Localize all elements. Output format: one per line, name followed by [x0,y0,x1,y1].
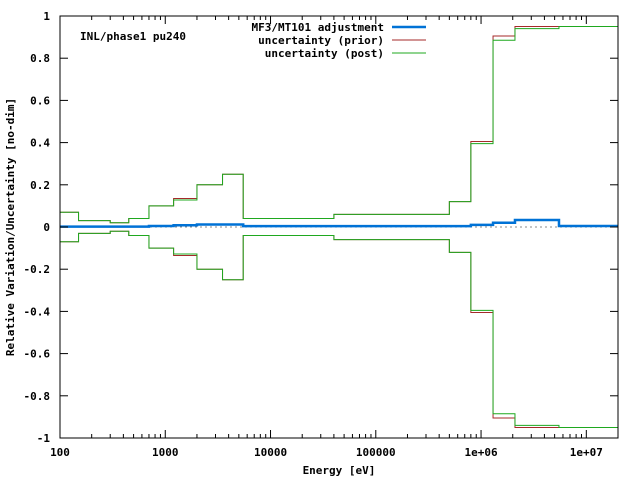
series-post-lower-line [60,230,618,428]
x-tick-label: 1e+07 [570,446,603,459]
x-tick-label: 100000 [356,446,396,459]
x-axis-label: Energy [eV] [303,464,376,477]
plot-annotation: INL/phase1 pu240 [80,30,186,43]
legend-entry-post-label: uncertainty (post) [265,47,384,60]
y-tick-label: 1 [43,10,50,23]
y-tick-label: 0.4 [30,137,50,150]
y-tick-label: 0.8 [30,52,50,65]
x-tick-label: 1000 [152,446,179,459]
x-tick-label: 1e+06 [464,446,497,459]
y-tick-label: -0.2 [24,263,51,276]
y-axis-label: Relative Variation/Uncertainty [no-dim] [4,98,17,356]
legend-entry-prior-label: uncertainty (prior) [258,34,384,47]
y-tick-label: 0 [43,221,50,234]
y-tick-label: -0.8 [24,390,51,403]
ticks-layer [59,15,619,439]
y-tick-label: -1 [37,432,51,445]
y-tick-label: -0.4 [24,305,51,318]
series-layer [60,26,618,428]
x-tick-label: 10000 [254,446,287,459]
y-tick-label: -0.6 [24,348,51,361]
x-tick-label: 100 [50,446,70,459]
series-post-upper-line [60,26,618,224]
x-tick-labels: 100 1000 10000 100000 1e+06 1e+07 [50,446,603,459]
y-tick-labels: -1 -0.8 -0.6 -0.4 -0.2 0 0.2 0.4 0.6 0.8 1 [24,10,51,445]
y-tick-label: 0.2 [30,179,50,192]
series-adjustment-line [60,218,618,228]
y-tick-label: 0.6 [30,94,50,107]
series-prior-lower-line [60,230,618,428]
legend-entry-adjustment-label: MF3/MT101 adjustment [252,21,384,34]
